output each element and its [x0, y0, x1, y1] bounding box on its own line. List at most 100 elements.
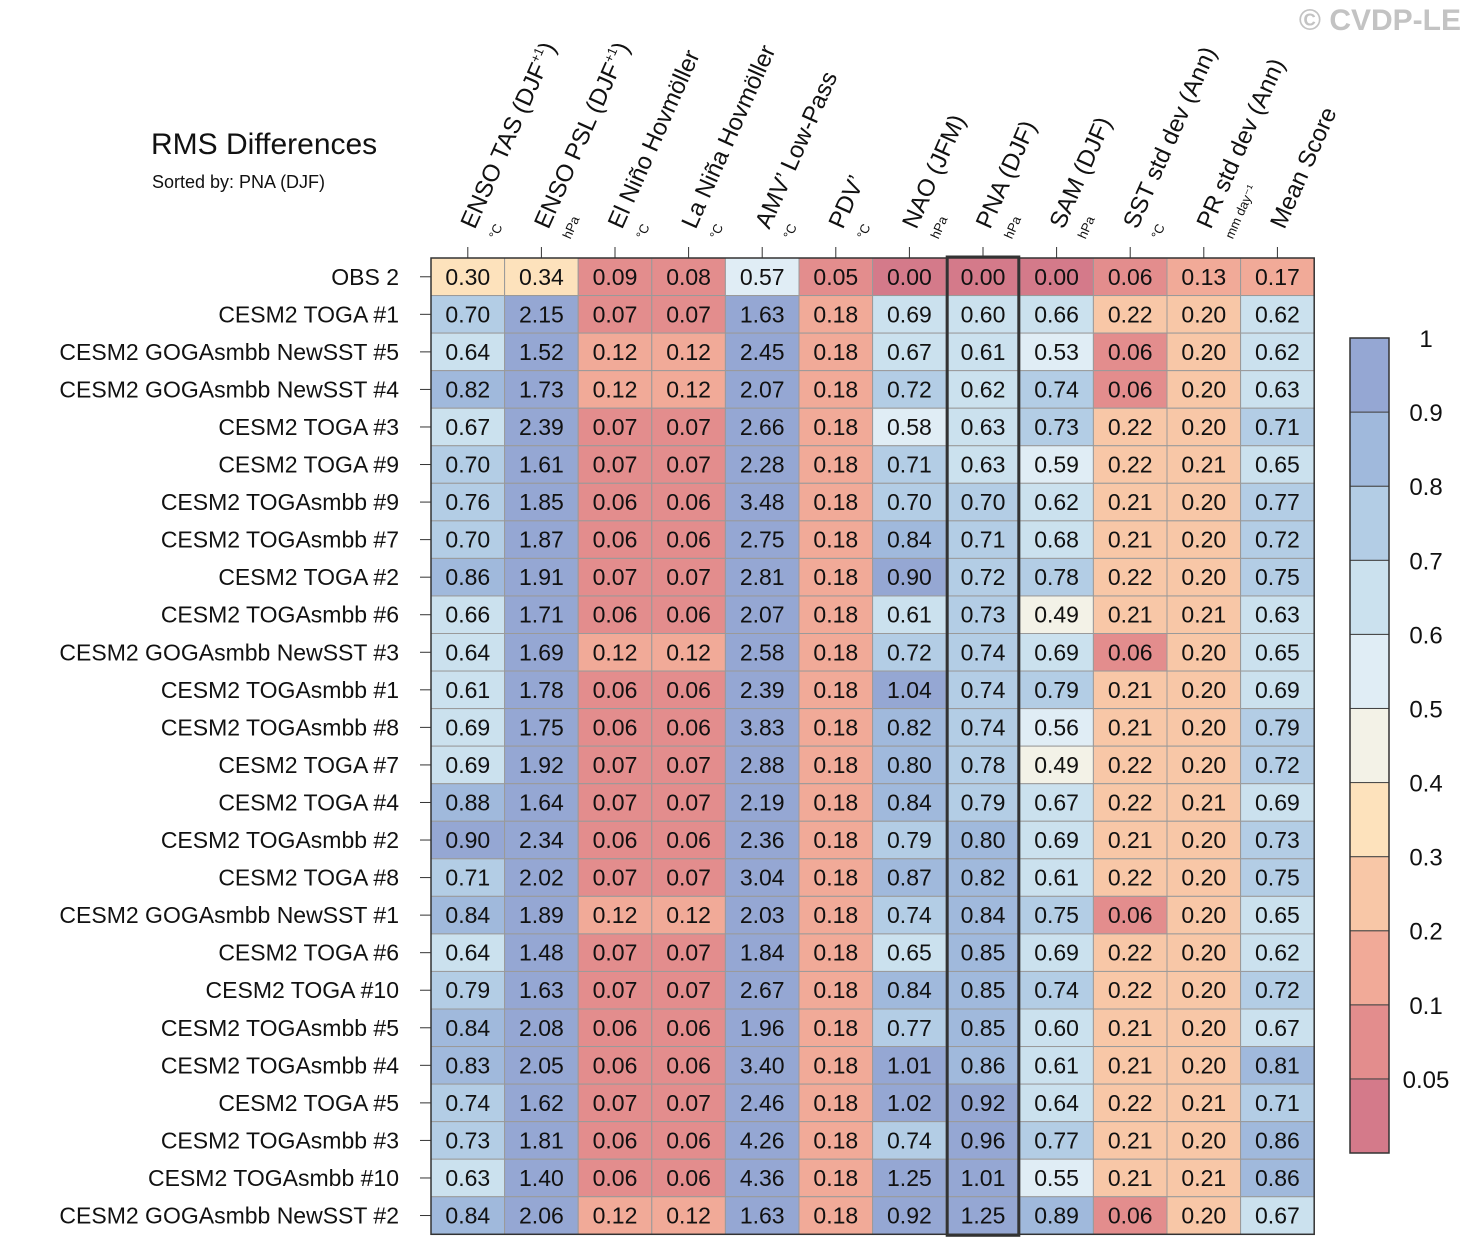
cell-value: 1.85	[519, 489, 564, 515]
cell-value: 0.67	[445, 414, 490, 440]
cell-value: 1.84	[740, 940, 785, 966]
cell-value: 0.71	[961, 527, 1006, 553]
cell-value: 0.69	[445, 714, 490, 740]
heatmap-cell	[1240, 1196, 1315, 1235]
cell-value: 2.88	[740, 752, 785, 778]
cell-value: 0.75	[1034, 902, 1079, 928]
heatmap-cell	[504, 482, 579, 522]
heatmap-cell	[798, 482, 874, 522]
cell-value: 0.06	[1108, 339, 1153, 365]
cell-value: 0.07	[666, 414, 711, 440]
cell-value: 0.06	[666, 1165, 711, 1191]
heatmap-cell	[651, 407, 726, 447]
cell-value: 2.67	[740, 977, 785, 1003]
cell-value: 0.62	[1255, 940, 1300, 966]
heatmap-cell	[430, 332, 506, 372]
cell-value: 0.69	[1255, 789, 1300, 815]
cell-value: 0.61	[1034, 1052, 1079, 1078]
cell-value: 0.18	[813, 714, 858, 740]
cell-value: 0.22	[1108, 940, 1153, 966]
cell-value: 0.21	[1108, 1052, 1153, 1078]
cell-value: 0.07	[666, 301, 711, 327]
cell-value: 0.18	[813, 1127, 858, 1153]
cell-value: 2.58	[740, 639, 785, 665]
heatmap-cell	[651, 783, 726, 822]
cell-value: 1.52	[519, 339, 564, 365]
cell-value: 0.69	[445, 752, 490, 778]
cell-value: 0.20	[1181, 714, 1226, 740]
cell-value: 0.74	[445, 1090, 490, 1116]
cell-value: 0.18	[813, 940, 858, 966]
heatmap-cell	[798, 858, 874, 897]
cell-value: 0.18	[813, 789, 858, 815]
cell-value: 0.92	[961, 1090, 1006, 1116]
row-label: CESM2 TOGAsmbb #3	[161, 1127, 399, 1153]
heatmap-cell	[872, 670, 947, 710]
cell-value: 0.18	[813, 301, 858, 327]
cell-value: 0.07	[593, 414, 638, 440]
cell-value: 0.85	[961, 940, 1006, 966]
row-label: CESM2 GOGAsmbb NewSST #4	[59, 376, 399, 402]
heatmap-cell	[724, 1046, 800, 1085]
cell-value: 0.21	[1181, 602, 1226, 628]
heatmap-cell	[724, 295, 800, 334]
cell-value: 0.69	[1034, 940, 1079, 966]
cell-value: 0.49	[1034, 602, 1079, 628]
cell-value: 2.39	[519, 414, 564, 440]
column-unit: °C	[1148, 222, 1168, 241]
cell-value: 2.39	[740, 677, 785, 703]
heatmap-cell	[1240, 858, 1315, 897]
row-label: CESM2 TOGA #5	[218, 1090, 399, 1116]
cell-value: 0.12	[666, 1203, 711, 1229]
cell-value: 0.80	[961, 827, 1006, 853]
cell-value: 1.92	[519, 752, 564, 778]
heatmap-cell	[724, 370, 800, 409]
heatmap-cell	[798, 407, 874, 447]
heatmap-cell	[945, 1083, 1021, 1123]
cell-value: 2.34	[519, 827, 564, 853]
heatmap-cell	[1092, 370, 1168, 409]
colorbar-segment	[1349, 559, 1390, 635]
chart-subtitle: Sorted by: PNA (DJF)	[152, 172, 326, 192]
cell-value: 0.70	[445, 301, 490, 327]
cell-value: 2.81	[740, 564, 785, 590]
row-label: CESM2 TOGA #1	[218, 301, 399, 327]
cell-value: 0.21	[1108, 827, 1153, 853]
heatmap-cell	[577, 370, 653, 409]
heatmap-cell	[430, 1083, 506, 1123]
heatmap-cell	[651, 1196, 726, 1235]
heatmap-cell	[1240, 332, 1315, 372]
cell-value: 1.48	[519, 940, 564, 966]
cell-value: 0.53	[1034, 339, 1079, 365]
cell-value: 1.25	[961, 1203, 1006, 1229]
cell-value: 0.06	[1108, 264, 1153, 290]
cell-value: 0.06	[666, 602, 711, 628]
cell-value: 0.59	[1034, 452, 1079, 478]
cell-value: 0.18	[813, 902, 858, 928]
cell-value: 0.06	[666, 489, 711, 515]
colorbar-segment	[1349, 633, 1390, 709]
heatmap-cell	[1166, 295, 1242, 334]
cell-value: 0.20	[1181, 339, 1226, 365]
cell-value: 0.18	[813, 1052, 858, 1078]
cell-value: 0.20	[1181, 489, 1226, 515]
heatmap-cell	[798, 1083, 874, 1123]
column-header: Mean Score	[1265, 103, 1342, 232]
heatmap-cell	[651, 970, 726, 1010]
cell-value: 0.75	[1255, 564, 1300, 590]
cell-value: 0.12	[593, 639, 638, 665]
heatmap-cell	[1166, 858, 1242, 897]
cell-value: 0.12	[593, 902, 638, 928]
heatmap-cell	[1166, 1158, 1242, 1198]
cell-value: 0.18	[813, 339, 858, 365]
cell-value: 0.06	[593, 714, 638, 740]
heatmap-cell	[798, 445, 874, 484]
cell-value: 0.18	[813, 977, 858, 1003]
cell-value: 0.20	[1181, 1052, 1226, 1078]
heatmap-cell	[724, 407, 800, 447]
cell-value: 0.20	[1181, 639, 1226, 665]
heatmap-cell	[724, 1196, 800, 1235]
cell-value: 0.06	[593, 1015, 638, 1041]
heatmap-cell	[504, 257, 579, 297]
heatmap-cell	[1019, 670, 1094, 710]
